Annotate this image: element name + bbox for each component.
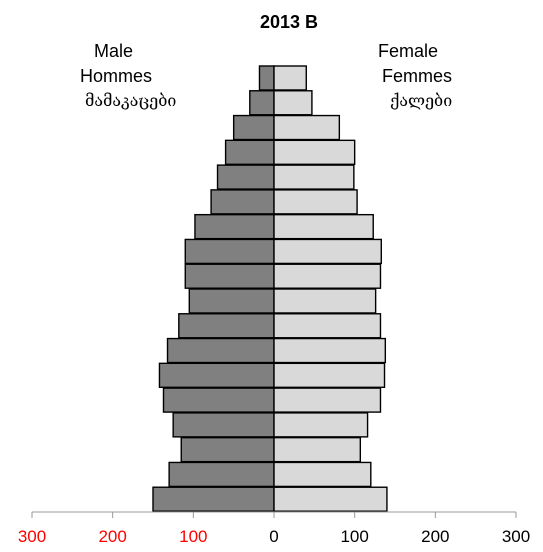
female-bar-2 bbox=[273, 436, 362, 463]
male-bar-10 bbox=[184, 238, 275, 265]
male-bar-12 bbox=[210, 189, 275, 215]
female-bar-1 bbox=[273, 461, 372, 488]
x-axis: 300 200 100 0 100 200 300 bbox=[18, 511, 530, 546]
male-bar-1 bbox=[168, 461, 275, 488]
male-bar-16 bbox=[249, 90, 275, 116]
male-bar-9 bbox=[184, 263, 275, 289]
male-bar-7 bbox=[178, 313, 275, 339]
male-bar-6 bbox=[166, 337, 275, 364]
female-label-ka: ქალები bbox=[390, 91, 452, 110]
x-tick-label: 300 bbox=[502, 527, 530, 546]
x-tick-label: 100 bbox=[340, 527, 368, 546]
female-label-fr: Femmes bbox=[382, 66, 452, 86]
male-bar-3 bbox=[172, 412, 275, 438]
female-bar-6 bbox=[273, 337, 387, 364]
female-bar-9 bbox=[273, 263, 382, 289]
female-bar-13 bbox=[273, 164, 355, 190]
male-bar-11 bbox=[194, 213, 275, 240]
male-label-fr: Hommes bbox=[80, 66, 152, 86]
male-bar-5 bbox=[158, 362, 275, 389]
male-bar-2 bbox=[180, 436, 275, 463]
x-tick-label: 200 bbox=[98, 527, 126, 546]
male-bar-4 bbox=[162, 387, 275, 413]
male-bar-8 bbox=[188, 288, 275, 314]
female-bar-3 bbox=[273, 412, 369, 438]
male-bar-17 bbox=[258, 65, 275, 91]
female-bar-12 bbox=[273, 189, 358, 215]
female-bar-14 bbox=[273, 139, 356, 166]
female-bar-7 bbox=[273, 313, 382, 339]
x-tick-label: 200 bbox=[421, 527, 449, 546]
female-bar-16 bbox=[273, 90, 313, 116]
male-label-ka: მამაკაცები bbox=[85, 91, 176, 110]
female-label-en: Female bbox=[378, 41, 438, 61]
female-bar-8 bbox=[273, 288, 377, 314]
female-bar-5 bbox=[273, 362, 386, 389]
male-bar-14 bbox=[224, 139, 275, 166]
x-tick-label: 300 bbox=[18, 527, 46, 546]
male-bar-15 bbox=[232, 114, 275, 141]
female-bar-10 bbox=[273, 238, 382, 265]
male-bar-0 bbox=[152, 486, 275, 512]
x-tick-label: 0 bbox=[269, 527, 278, 546]
male-label-en: Male bbox=[94, 41, 133, 61]
female-bar-4 bbox=[273, 387, 382, 413]
bars-group bbox=[152, 65, 388, 512]
female-bar-0 bbox=[273, 486, 388, 512]
chart-title: 2013 B bbox=[260, 12, 318, 32]
female-bar-11 bbox=[273, 213, 374, 240]
male-bar-13 bbox=[216, 164, 275, 190]
female-bar-17 bbox=[273, 65, 307, 91]
x-tick-label: 100 bbox=[179, 527, 207, 546]
female-bar-15 bbox=[273, 114, 341, 141]
